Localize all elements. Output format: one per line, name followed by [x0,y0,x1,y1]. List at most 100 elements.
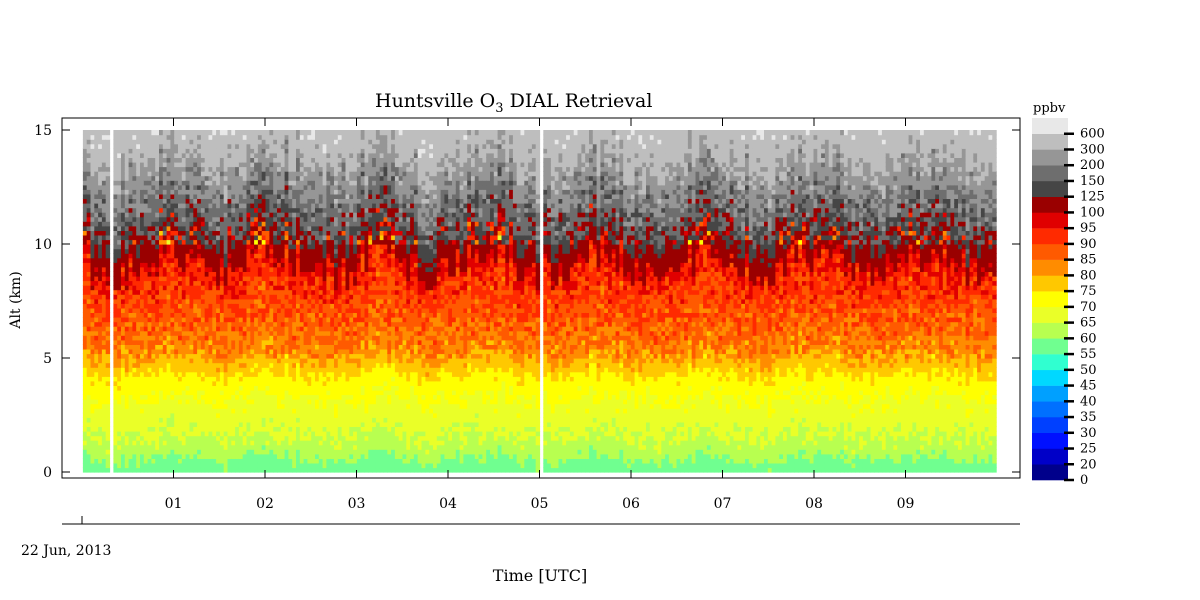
heatmap-cell [219,426,225,432]
heatmap-cell [284,326,289,332]
heatmap-cell [151,253,156,259]
heatmap-cell [330,262,335,268]
heatmap-cell [299,234,305,241]
heatmap-cell [117,216,122,222]
heatmap-cell [273,449,278,455]
heatmap-cell [307,303,312,309]
heatmap-cell [296,330,301,336]
heatmap-cell [318,216,324,222]
heatmap-cell [136,207,141,213]
heatmap-cell [311,317,316,323]
heatmap-cell [326,330,331,336]
heatmap-cell [326,248,331,254]
heatmap-cell [166,166,171,172]
heatmap-cell [200,175,206,181]
heatmap-cell [189,412,194,418]
heatmap-cell [101,394,107,400]
heatmap-cell [216,358,221,364]
heatmap-cell [288,285,293,291]
heatmap-cell [193,317,198,323]
heatmap-cell [315,421,320,427]
heatmap-cell [238,212,244,218]
heatmap-cell [246,230,251,236]
heatmap-cell [124,453,130,459]
heatmap-cell [113,207,118,213]
heatmap-cell [147,421,152,427]
heatmap-cell [101,184,107,190]
heatmap-cell [238,444,244,450]
heatmap-cell [277,453,282,459]
heatmap-cell [307,330,312,336]
heatmap-cell [227,130,232,136]
heatmap-cell [238,307,244,313]
heatmap-cell [242,257,248,263]
heatmap-cell [318,421,324,427]
heatmap-cell [288,444,293,450]
heatmap-cell [189,399,194,405]
heatmap-cell [261,380,267,386]
heatmap-cell [299,440,305,446]
heatmap-cell [132,440,137,446]
heatmap-cell [246,403,251,409]
heatmap-cell [303,458,308,464]
heatmap-cell [242,449,248,455]
heatmap-cell [193,257,198,263]
heatmap-cell [101,221,107,227]
heatmap-cell [280,376,286,382]
heatmap-cell [143,234,149,241]
heatmap-cell [265,193,270,199]
heatmap-cell [238,376,244,382]
heatmap-cell [200,426,206,432]
heatmap-cell [311,216,316,222]
heatmap-cell [166,339,171,345]
heatmap-cell [98,358,103,364]
heatmap-cell [162,234,168,241]
heatmap-cell [235,266,240,272]
heatmap-cell [288,321,293,327]
heatmap-cell [140,221,145,227]
heatmap-cell [82,307,88,313]
heatmap-cell [117,303,122,309]
heatmap-cell [151,435,156,441]
heatmap-cell [86,435,92,441]
heatmap-cell [212,312,217,318]
heatmap-cell [322,130,327,136]
heatmap-cell [94,412,99,418]
heatmap-cell [235,440,240,446]
heatmap-cell [82,198,88,204]
heatmap-cell [121,203,126,209]
heatmap-cell [132,421,137,427]
heatmap-cell [322,426,327,432]
heatmap-cell [162,453,168,459]
heatmap-cell [162,253,168,259]
heatmap-cell [174,157,179,163]
heatmap-cell [273,166,278,172]
heatmap-cell [254,148,259,154]
heatmap-cell [326,198,331,204]
heatmap-cell [121,275,126,282]
heatmap-cell [219,234,225,241]
heatmap-cell [284,244,289,250]
heatmap-cell [299,139,305,145]
heatmap-cell [250,385,255,391]
heatmap-cell [330,467,335,473]
heatmap-cell [90,440,95,446]
heatmap-cell [254,253,259,259]
heatmap-cell [223,143,229,149]
heatmap-cell [277,339,282,345]
heatmap-cell [86,248,92,254]
heatmap-cell [197,326,202,332]
heatmap-cell [307,431,312,437]
heatmap-cell [185,166,190,172]
heatmap-cell [185,389,190,396]
heatmap-cell [212,444,217,450]
heatmap-cell [334,257,339,263]
heatmap-cell [128,440,133,446]
heatmap-cell [216,271,221,277]
heatmap-cell [147,134,152,140]
heatmap-cell [307,289,312,295]
heatmap-cell [238,380,244,386]
heatmap-cell [257,399,263,405]
heatmap-cell [105,234,111,241]
heatmap-cell [140,184,145,190]
